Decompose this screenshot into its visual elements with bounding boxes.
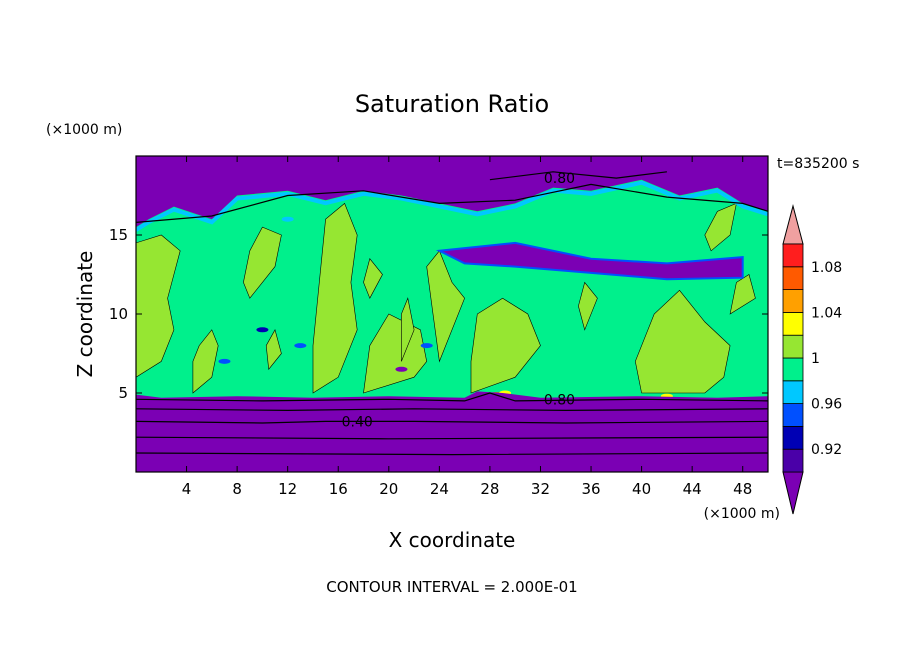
colorbar-swatch bbox=[782, 448, 804, 473]
colorbar-swatch bbox=[782, 289, 804, 313]
contour-line bbox=[136, 392, 768, 402]
colorbar-swatch bbox=[782, 403, 804, 427]
colorbar-bottom-arrow bbox=[782, 471, 804, 515]
contour-label: 0.40 bbox=[342, 414, 373, 430]
lower-dry-layer bbox=[136, 391, 768, 472]
field-patch bbox=[312, 202, 358, 394]
x-tick-label: 40 bbox=[632, 480, 651, 498]
field-speck bbox=[420, 343, 433, 349]
y-unit-label: (×1000 m) bbox=[46, 122, 122, 138]
field-speck bbox=[256, 327, 269, 333]
field-patch bbox=[265, 329, 282, 371]
field-patch bbox=[634, 289, 731, 394]
colorbar-top-arrow bbox=[782, 204, 804, 245]
x-unit-label: (×1000 m) bbox=[704, 506, 780, 522]
colorbar-swatch bbox=[782, 266, 804, 290]
y-axis-title: Z coordinate bbox=[73, 251, 97, 378]
colorbar-label: 1 bbox=[811, 351, 820, 367]
x-tick-label: 8 bbox=[232, 480, 242, 498]
field-patch bbox=[401, 297, 415, 362]
field-patch bbox=[470, 297, 541, 394]
contour-line bbox=[136, 436, 768, 440]
x-tick-label: 12 bbox=[278, 480, 297, 498]
x-tick-label: 4 bbox=[182, 480, 192, 498]
field-speck bbox=[395, 366, 408, 372]
colorbar-swatch bbox=[782, 243, 804, 268]
colorbar-swatch bbox=[782, 425, 804, 450]
contour-line bbox=[136, 408, 768, 412]
field-speck bbox=[218, 358, 231, 364]
x-tick-label: 16 bbox=[329, 480, 348, 498]
colorbar-label: 0.96 bbox=[811, 397, 842, 413]
x-axis-title: X coordinate bbox=[389, 528, 516, 552]
upper-dry-layer bbox=[136, 156, 768, 228]
colorbar-swatch bbox=[782, 357, 804, 382]
contour-interval-note: CONTOUR INTERVAL = 2.000E-01 bbox=[326, 578, 577, 596]
colorbar-label: 1.08 bbox=[811, 260, 842, 276]
contour-line bbox=[489, 171, 667, 181]
colorbar-label: 0.92 bbox=[811, 442, 842, 458]
field-patch bbox=[243, 226, 282, 299]
x-tick-label: 28 bbox=[480, 480, 499, 498]
colorbar-swatch bbox=[782, 334, 804, 359]
field-speck bbox=[294, 343, 307, 349]
x-tick-label: 44 bbox=[683, 480, 702, 498]
colorbar: 1.08 1.04 1 0.96 0.92 bbox=[782, 204, 842, 515]
mid-dry-tongue bbox=[435, 241, 744, 281]
y-tick-label: 15 bbox=[109, 226, 128, 244]
colorbar-swatch bbox=[782, 311, 804, 336]
time-label: t=835200 s bbox=[777, 156, 859, 172]
contour-label: 0.80 bbox=[544, 392, 575, 408]
field-patch bbox=[363, 258, 383, 299]
plot-area bbox=[136, 156, 768, 472]
field-patch bbox=[729, 274, 756, 315]
x-tick-label: 36 bbox=[581, 480, 600, 498]
contour-line bbox=[136, 420, 768, 424]
colorbar-label: 1.04 bbox=[811, 305, 842, 321]
chart-title: Saturation Ratio bbox=[355, 90, 549, 118]
contour-line bbox=[136, 452, 768, 456]
y-tick-label: 10 bbox=[109, 305, 128, 323]
field-patch bbox=[578, 281, 598, 331]
field-patch bbox=[136, 234, 181, 378]
field-patch bbox=[704, 202, 737, 252]
field-speck bbox=[281, 216, 294, 222]
x-tick-label: 32 bbox=[531, 480, 550, 498]
colorbar-swatch bbox=[782, 380, 804, 404]
y-tick-label: 5 bbox=[118, 384, 128, 402]
contour-line bbox=[136, 183, 768, 223]
contour-label: 0.80 bbox=[544, 171, 575, 187]
x-tick-label: 48 bbox=[733, 480, 752, 498]
x-tick-label: 20 bbox=[379, 480, 398, 498]
x-tick-label: 24 bbox=[430, 480, 449, 498]
field-patch bbox=[192, 329, 219, 394]
